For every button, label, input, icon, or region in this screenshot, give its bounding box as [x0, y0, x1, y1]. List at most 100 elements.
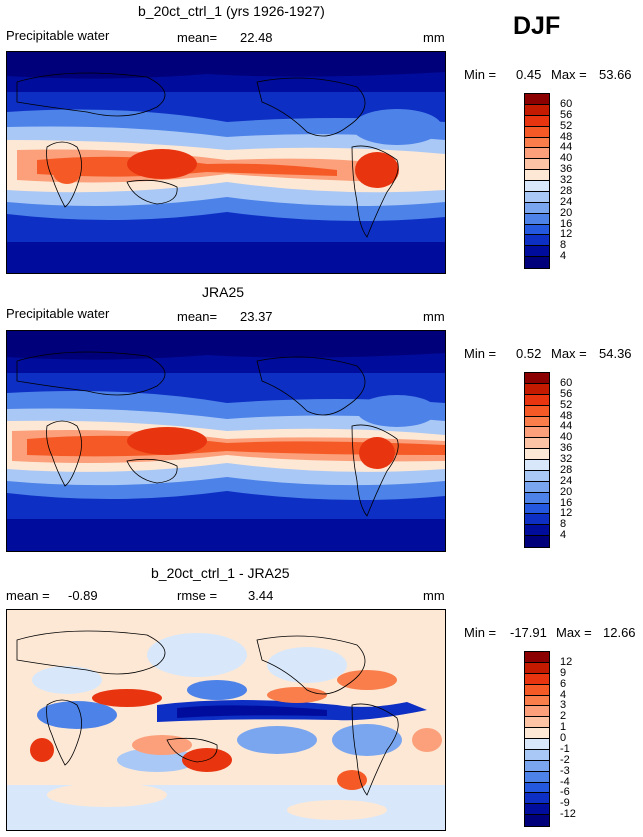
colorbar-swatch: [525, 728, 549, 739]
colorbar-swatch: [525, 815, 549, 826]
colorbar-tick-label: 6: [560, 677, 567, 690]
colorbar-tick-label: 20: [560, 485, 573, 498]
panel2-units: mm: [423, 309, 445, 324]
colorbar-tick-label: 24: [560, 474, 573, 487]
colorbar-swatch: [525, 749, 549, 761]
panel3-min-value: -17.91: [510, 625, 547, 640]
colorbar-tick-label: 1: [560, 721, 567, 734]
colorbar-swatch: [525, 213, 549, 225]
colorbar-swatch: [525, 438, 549, 450]
colorbar-swatch: [525, 257, 549, 268]
colorbar-tick-label: 8: [560, 239, 567, 252]
season-label: DJF: [513, 12, 561, 40]
panel3-title: b_20ct_ctrl_1 - JRA25: [151, 565, 290, 581]
colorbar-tick-label: 4: [560, 250, 567, 263]
colorbar-tick-label: 60: [560, 97, 573, 110]
panel2-max-label: Max =: [551, 346, 587, 361]
colorbar-swatch: [525, 246, 549, 258]
colorbar-swatch: [525, 492, 549, 504]
colorbar-swatch: [525, 695, 549, 707]
colorbar-swatch: [525, 373, 549, 384]
panel1-colorbar: [524, 93, 550, 269]
colorbar-tick-label: 40: [560, 152, 573, 165]
colorbar-tick-label: 36: [560, 163, 573, 176]
colorbar-swatch: [525, 394, 549, 406]
panel1-max-label: Max =: [551, 67, 587, 82]
colorbar-swatch: [525, 235, 549, 247]
colorbar-tick-label: 8: [560, 518, 567, 531]
panel2-title: JRA25: [202, 284, 245, 300]
colorbar-swatch: [525, 159, 549, 171]
colorbar-swatch: [525, 804, 549, 816]
colorbar-swatch: [525, 652, 549, 663]
colorbar-swatch: [525, 470, 549, 482]
colorbar-swatch: [525, 148, 549, 160]
colorbar-tick-label: 4: [560, 688, 567, 701]
panel3-rmse-value: 3.44: [248, 588, 274, 603]
colorbar-swatch: [525, 706, 549, 718]
panel3-rmse-label: rmse =: [177, 588, 218, 603]
panel2-mean-value: 23.37: [240, 309, 273, 324]
colorbar-tick-label: -1: [560, 742, 570, 755]
colorbar-tick-label: 52: [560, 119, 573, 132]
panel1-mean-label: mean=: [177, 30, 218, 45]
colorbar-tick-label: 48: [560, 409, 573, 422]
panel3-map-svg: [7, 610, 445, 830]
panel1-variable: Precipitable water: [6, 28, 110, 43]
colorbar-swatch: [525, 416, 549, 428]
colorbar-tick-label: -12: [560, 808, 576, 821]
colorbar-swatch: [525, 137, 549, 149]
colorbar-tick-label: 32: [560, 174, 573, 186]
colorbar-swatch: [525, 760, 549, 772]
colorbar-swatch: [525, 181, 549, 192]
colorbar-swatch: [525, 104, 549, 116]
colorbar-swatch: [525, 170, 549, 181]
panel3-min-label: Min =: [464, 625, 497, 640]
colorbar-swatch: [525, 514, 549, 526]
colorbar-tick-label: -6: [560, 786, 570, 799]
colorbar-tick-label: 16: [560, 217, 573, 230]
colorbar-tick-label: 48: [560, 130, 573, 143]
colorbar-tick-label: 28: [560, 463, 573, 476]
panel1-min-label: Min =: [464, 67, 497, 82]
colorbar-swatch: [525, 793, 549, 805]
colorbar-tick-label: 40: [560, 431, 573, 444]
colorbar-tick-label: 28: [560, 184, 573, 197]
panel2-min-label: Min =: [464, 346, 497, 361]
panel2-mean-label: mean=: [177, 309, 218, 324]
colorbar-tick-label: 3: [560, 699, 567, 712]
panel3-colorbar-labels: 12 9 6 4 3 2 1 0 -1 -2 -3 -4 -6 -9 -12: [560, 651, 600, 827]
colorbar-swatch: [525, 126, 549, 138]
panel1-map-svg: [7, 52, 445, 273]
panel1-title: b_20ct_ctrl_1 (yrs 1926-1927): [138, 3, 325, 19]
panel1-mean-value: 22.48: [240, 30, 273, 45]
panel3-units: mm: [423, 588, 445, 603]
colorbar-tick-label: -9: [560, 797, 570, 810]
colorbar-swatch: [525, 94, 549, 105]
colorbar-swatch: [525, 115, 549, 127]
colorbar-swatch: [525, 536, 549, 547]
colorbar-swatch: [525, 383, 549, 395]
panel1-min-value: 0.45: [516, 67, 542, 82]
colorbar-tick-label: 9: [560, 666, 567, 679]
colorbar-tick-label: 56: [560, 108, 573, 121]
panel3-mean-label: mean =: [6, 588, 50, 603]
colorbar-tick-label: 0: [560, 732, 567, 744]
colorbar-tick-label: -3: [560, 764, 570, 777]
colorbar-tick-label: 12: [560, 655, 573, 668]
colorbar-swatch: [525, 525, 549, 537]
colorbar-tick-label: 44: [560, 420, 573, 433]
panel2-map-svg: [7, 331, 445, 551]
colorbar-swatch: [525, 191, 549, 203]
panel1-max-value: 53.66: [599, 67, 632, 82]
colorbar-swatch: [525, 771, 549, 783]
colorbar-swatch: [525, 202, 549, 214]
colorbar-tick-label: 2: [560, 710, 567, 723]
colorbar-tick-label: 20: [560, 206, 573, 219]
panel2-map: [6, 330, 446, 552]
colorbar-tick-label: 52: [560, 398, 573, 411]
colorbar-swatch: [525, 662, 549, 674]
colorbar-swatch: [525, 503, 549, 515]
panel3-map: [6, 609, 446, 831]
panel2-colorbar: [524, 372, 550, 548]
